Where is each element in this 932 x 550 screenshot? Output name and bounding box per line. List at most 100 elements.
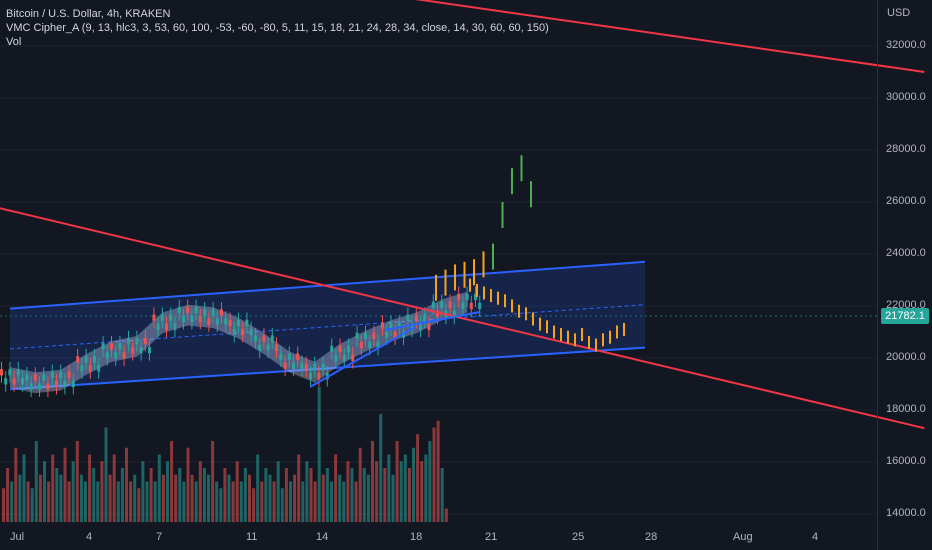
volume-bar — [239, 481, 243, 522]
candle — [29, 383, 33, 390]
volume-bar — [391, 474, 395, 522]
price-axis-label: 14000.0 — [886, 507, 926, 519]
volume-bar — [38, 474, 42, 522]
candle — [16, 369, 20, 376]
volume-bar — [366, 474, 370, 522]
volume-bar — [248, 474, 251, 522]
volume-bar — [420, 461, 424, 522]
indicator-label[interactable]: VMC Cipher_A (9, 13, hlc3, 3, 53, 60, 10… — [6, 22, 549, 34]
volume-bar — [166, 461, 169, 522]
time-axis-label: 7 — [156, 531, 163, 543]
candle — [122, 352, 126, 359]
symbol-title[interactable]: Bitcoin / U.S. Dollar, 4h, KRAKEN — [6, 8, 171, 20]
candle — [406, 314, 410, 321]
candle — [224, 318, 228, 325]
volume-bar — [6, 468, 10, 522]
candle — [397, 322, 401, 329]
volume-bar — [432, 427, 436, 522]
volume-bar — [354, 481, 358, 522]
time-axis-label: 28 — [645, 531, 658, 543]
candle — [309, 373, 312, 380]
volume-bar — [371, 441, 374, 522]
volume-bar — [256, 454, 260, 522]
volume-bar — [182, 481, 186, 522]
candle — [351, 354, 355, 362]
candle — [173, 323, 177, 330]
candle — [330, 345, 334, 353]
candle — [457, 293, 461, 301]
candle — [84, 356, 88, 363]
candle — [440, 301, 444, 308]
volume-bar — [153, 481, 157, 522]
candle — [177, 306, 181, 314]
volume-bar — [325, 468, 329, 522]
volume-bar — [272, 481, 276, 522]
volume-bar — [444, 508, 448, 522]
volume-bar — [59, 474, 63, 522]
volume-bar — [436, 420, 440, 522]
volume-bar — [133, 474, 137, 522]
volume-bar — [284, 468, 288, 522]
price-axis-label: 24000.0 — [886, 247, 926, 259]
time-axis-label: 14 — [316, 531, 329, 543]
candle — [46, 383, 50, 390]
volume-bar — [428, 441, 432, 522]
volume-bar — [2, 488, 5, 522]
candle — [165, 323, 168, 330]
volume-bar — [34, 441, 38, 522]
volume-bar — [280, 488, 284, 522]
candle — [207, 318, 211, 325]
volume-bar — [18, 474, 22, 522]
currency-label[interactable]: USD — [887, 7, 911, 19]
candle — [97, 365, 101, 372]
volume-bar — [243, 468, 247, 522]
price-axis-label: 16000.0 — [886, 455, 926, 467]
time-axis-label: Jul — [10, 531, 25, 543]
volume-bar — [407, 468, 411, 522]
price-axis-label: 26000.0 — [886, 195, 926, 207]
candle — [381, 322, 384, 329]
time-axis-label: Aug — [733, 531, 753, 543]
volume-bar — [26, 481, 30, 522]
price-axis-label: 20000.0 — [886, 351, 926, 363]
volume-bar — [149, 468, 153, 522]
candle — [55, 380, 58, 388]
candle — [194, 306, 198, 314]
volume-bar — [321, 474, 325, 522]
price-axis-separator — [877, 0, 878, 550]
candle — [266, 344, 270, 351]
volume-bar — [379, 414, 383, 522]
volume-bar — [387, 454, 391, 522]
price-axis-label: 22000.0 — [886, 299, 926, 311]
candle — [80, 365, 84, 372]
candle — [334, 354, 338, 362]
price-axis-label: 18000.0 — [886, 403, 926, 415]
candle — [313, 363, 317, 371]
volume-bar — [63, 447, 67, 522]
candle — [393, 331, 397, 338]
volume-bar — [416, 434, 420, 522]
candle — [203, 309, 207, 316]
time-axis-label: 25 — [572, 531, 585, 543]
candle — [38, 383, 41, 390]
rising-wedge-lower — [309, 326, 416, 388]
candle — [469, 302, 473, 310]
volume-bar — [211, 441, 215, 522]
volume-bar — [71, 461, 75, 522]
candle — [131, 347, 135, 354]
volume-bar — [55, 468, 59, 522]
candle — [262, 335, 266, 342]
candle — [347, 345, 350, 353]
candle — [359, 341, 363, 349]
candle — [63, 380, 67, 388]
candle — [448, 301, 452, 308]
candle — [50, 371, 54, 379]
volume-bar — [276, 461, 280, 522]
candle — [427, 323, 431, 330]
candle — [419, 323, 422, 330]
time-axis-label: 4 — [812, 531, 819, 543]
candle — [67, 371, 71, 379]
volume-label[interactable]: Vol — [6, 36, 22, 48]
candle — [71, 380, 75, 388]
